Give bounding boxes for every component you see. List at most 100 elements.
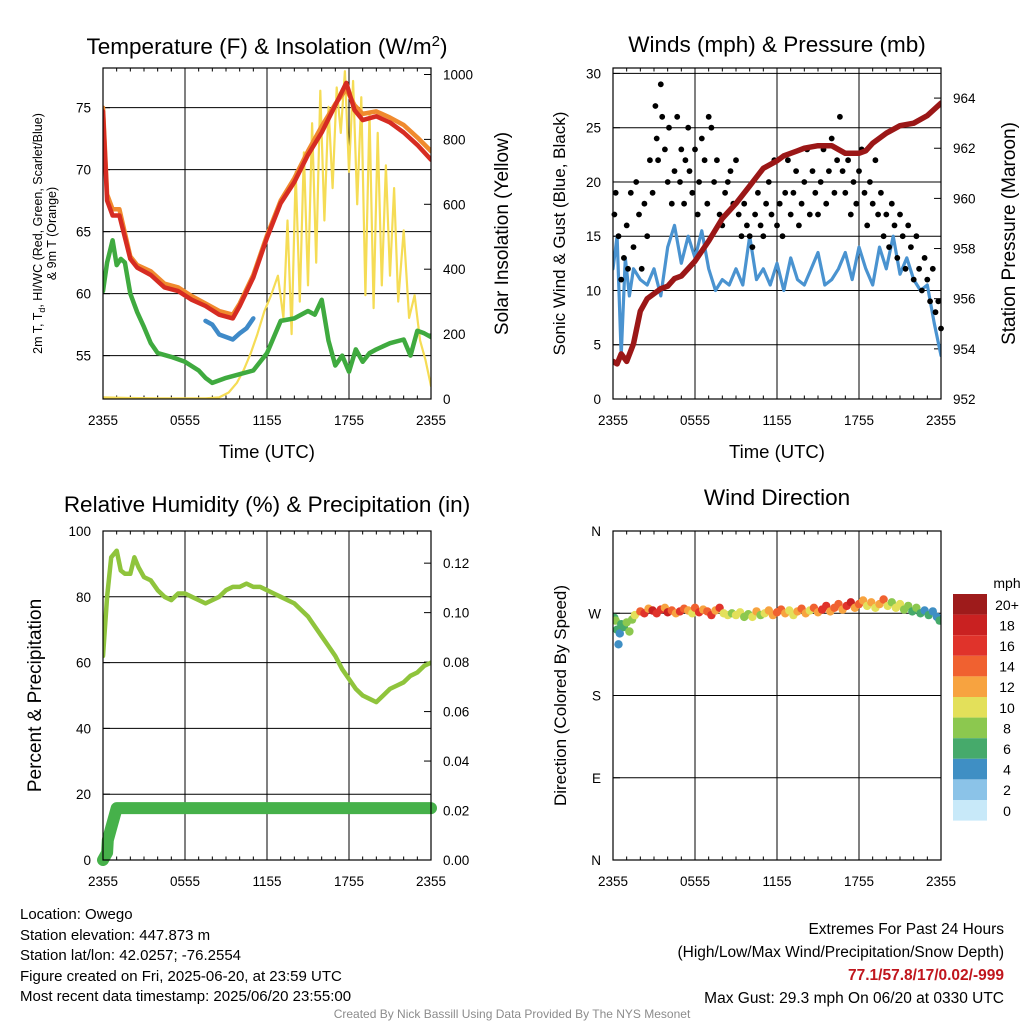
gust-point-65 <box>774 222 780 229</box>
gust-point-67 <box>779 233 786 240</box>
gust-point-88 <box>837 113 843 120</box>
temp-ylabel-1: 2m T, Td, HI/WC (Red, Green, Scarlet/Blu… <box>31 113 47 354</box>
gust-point-41 <box>708 124 715 131</box>
gust-point-0 <box>611 211 618 218</box>
gust-point-61 <box>763 200 769 207</box>
wind-chart-title: Winds (mph) & Pressure (mb) <box>628 32 926 57</box>
temperature-chart: 2355 0555 1155 1755 2355 55 60 65 70 75 0 200 400 600… <box>31 33 513 462</box>
rh-xtick-label-1: 0555 <box>170 874 200 889</box>
temp-title-sup: 2 <box>432 33 440 50</box>
gust-point-48 <box>727 168 734 175</box>
gust-point-89 <box>839 168 846 175</box>
legend-label-4: 12 <box>999 679 1015 695</box>
gust-point-66 <box>776 200 783 207</box>
gust-point-113 <box>905 222 912 229</box>
gust-point-5 <box>623 222 630 229</box>
temp-y2tick-label-2: 400 <box>443 262 466 277</box>
gust-point-37 <box>698 135 705 142</box>
gust-point-117 <box>916 265 922 272</box>
rh-y2tick-label-6: 0.12 <box>443 556 469 571</box>
rh-ylabel: Percent & Precipitation <box>25 599 46 792</box>
gust-point-30 <box>682 157 689 164</box>
extremes-subtitle: (High/Low/Max Wind/Precipitation/Snow De… <box>677 944 1005 961</box>
rh-ytick-label-4: 80 <box>76 590 91 605</box>
gust-point-17 <box>653 135 660 142</box>
gust-point-121 <box>927 298 933 305</box>
gust-point-56 <box>749 244 756 251</box>
wdir-xtick-label-1: 0555 <box>680 874 710 889</box>
temp-xtick-label-0: 2355 <box>88 413 118 428</box>
legend-label-3: 14 <box>999 659 1015 675</box>
rh-xtick-label-3: 1755 <box>334 874 364 889</box>
gust-point-114 <box>908 244 914 251</box>
gust-point-31 <box>685 124 692 131</box>
gust-point-84 <box>826 168 832 175</box>
direction-point-3 <box>614 640 623 649</box>
gust-point-52 <box>738 233 745 240</box>
gust-point-59 <box>757 222 764 229</box>
gust-point-19 <box>657 81 664 88</box>
wind-xtick-label-0: 2355 <box>598 413 628 428</box>
gust-point-118 <box>919 287 925 294</box>
gust-point-50 <box>733 157 739 164</box>
wind-y2tick-label-2: 956 <box>953 292 976 307</box>
gust-point-33 <box>689 189 696 196</box>
gust-point-109 <box>894 255 901 261</box>
wind-xtick-label-1: 0555 <box>680 413 710 428</box>
gust-point-79 <box>812 189 819 196</box>
max-gust: Max Gust: 29.3 mph On 06/20 at 0330 UTC <box>704 990 1004 1007</box>
gust-point-122 <box>929 265 936 272</box>
rh-y2tick-label-3: 0.06 <box>443 705 469 720</box>
temp-ytick-label-2: 65 <box>76 225 91 240</box>
wdir-ytick-label-4: N <box>591 524 601 539</box>
temp-y2tick-label-0: 0 <box>443 392 451 407</box>
temp-frame <box>102 67 432 400</box>
wind-y2label: Station Pressure (Maroon) <box>999 122 1020 345</box>
gust-point-7 <box>627 189 634 196</box>
gust-point-80 <box>815 211 821 218</box>
rh-ytick-label-3: 60 <box>76 656 91 671</box>
legend-swatch-5 <box>953 697 987 718</box>
gust-point-112 <box>902 265 909 272</box>
wdir-ytick-label-2: S <box>592 689 601 704</box>
wdir-xtick-label-2: 1155 <box>762 874 791 889</box>
gust-point-108 <box>891 222 898 229</box>
direction-point-85 <box>935 616 941 625</box>
series-dewpoint <box>103 238 431 386</box>
temp-y2tick-label-4: 800 <box>443 132 466 147</box>
rh-frame <box>102 530 432 861</box>
gust-point-101 <box>872 157 879 164</box>
legend-label-0: 20+ <box>995 597 1019 613</box>
wind-ytick-label-6: 30 <box>586 66 601 81</box>
wind-xtick-label-2: 1155 <box>762 413 791 428</box>
legend-swatch-0 <box>953 594 987 615</box>
wind-y2tick-label-4: 960 <box>953 191 976 206</box>
wdir-chart-title: Wind Direction <box>704 485 850 510</box>
gust-point-58 <box>755 189 761 196</box>
recent-data-timestamp: Most recent data timestamp: 2025/06/20 2… <box>20 988 352 1005</box>
speed-legend: mph 20+ 18 16 14 12 10 8 6 4 2 0 <box>953 575 1021 821</box>
rh-y2tick-label-4: 0.08 <box>443 655 469 670</box>
temp-xtick-label-4: 2355 <box>416 413 446 428</box>
legend-swatch-6 <box>953 717 987 739</box>
gust-point-34 <box>692 146 698 153</box>
rh-y2tick-label-0: 0.00 <box>443 853 469 868</box>
temp-ylabel-c: , HI/WC (Red, Green, Scarlet/Blue) <box>31 113 45 308</box>
extremes-title: Extremes For Past 24 Hours <box>808 921 1004 938</box>
gust-point-6 <box>625 265 631 272</box>
gust-point-100 <box>869 200 876 207</box>
gust-point-120 <box>924 276 931 283</box>
wind-y2tick-label-1: 954 <box>953 342 976 357</box>
gust-point-57 <box>752 211 758 218</box>
gust-point-51 <box>735 211 742 218</box>
series-temp <box>103 80 431 321</box>
temp-ylabel-2: & 9m T (Orange) <box>45 187 59 280</box>
gust-point-92 <box>847 211 854 218</box>
gust-point-90 <box>842 189 849 196</box>
gust-point-75 <box>801 179 808 185</box>
gust-point-36 <box>696 179 702 185</box>
wdir-ytick-label-3: W <box>588 606 601 621</box>
gust-point-99 <box>867 179 873 185</box>
gust-point-8 <box>630 244 637 251</box>
